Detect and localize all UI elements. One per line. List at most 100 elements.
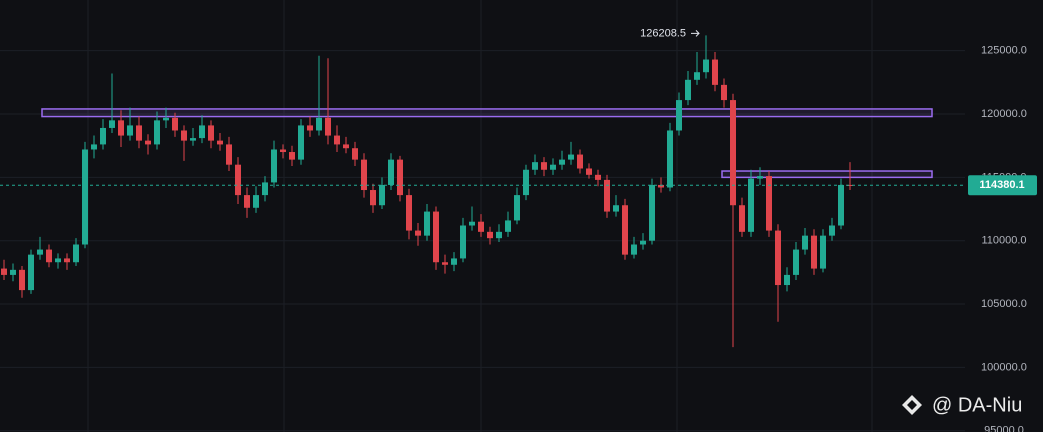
candle-body — [352, 148, 358, 160]
candle-body — [172, 117, 178, 131]
candle-body — [550, 164, 556, 170]
candle-body — [451, 258, 457, 265]
y-tick-label: 95000.0 — [984, 425, 1024, 432]
candle-body — [406, 195, 412, 231]
candle-body — [712, 59, 718, 85]
watermark: @ DA-Niu — [932, 394, 1022, 416]
candle-body — [415, 230, 421, 236]
y-tick-label: 110000.0 — [981, 235, 1026, 247]
candle-body — [784, 274, 790, 286]
candle-body — [802, 235, 808, 250]
candle-body — [649, 184, 655, 241]
candle-body — [397, 159, 403, 196]
candle-body — [793, 249, 799, 275]
candle-body — [163, 117, 169, 121]
candle-body — [604, 179, 610, 212]
annotation-arrow — [691, 30, 700, 37]
last-price-label: 114380.1 — [979, 179, 1024, 191]
candle-body — [577, 154, 583, 169]
candle-body — [28, 254, 34, 291]
candle-body — [442, 262, 448, 265]
candle-body — [811, 235, 817, 269]
candle-body — [55, 258, 61, 263]
y-tick-label: 120000.0 — [981, 108, 1027, 120]
candle-body — [460, 225, 466, 259]
candle-body — [289, 152, 295, 160]
candle-body — [730, 100, 736, 206]
candle-body — [100, 127, 106, 145]
candle-body — [487, 231, 493, 239]
candle-body — [469, 221, 475, 226]
candle-body — [109, 120, 115, 128]
candle-body — [136, 125, 142, 141]
candle-body — [361, 159, 367, 191]
candle-body — [244, 195, 250, 208]
candle-body — [379, 184, 385, 206]
candle-body — [757, 176, 763, 179]
candle-body — [514, 195, 520, 221]
candle-body — [91, 144, 97, 150]
candle-body — [559, 159, 565, 165]
candle-body — [685, 79, 691, 101]
y-tick-label: 100000.0 — [981, 361, 1027, 373]
candle-body — [847, 184, 853, 186]
candle-body — [676, 100, 682, 131]
candle-body — [154, 120, 160, 145]
candle-body — [613, 205, 619, 212]
candle-body — [424, 211, 430, 236]
candle-body — [370, 190, 376, 206]
candle-body — [73, 244, 79, 263]
candle-body — [118, 120, 124, 136]
candle-body — [640, 240, 646, 245]
candle-body — [325, 117, 331, 136]
candle-body — [181, 130, 187, 141]
y-tick-label: 105000.0 — [981, 298, 1027, 310]
candle-body — [82, 149, 88, 245]
candle-body — [1, 268, 7, 275]
candle-body — [199, 125, 205, 139]
candle-body — [37, 249, 43, 255]
candle-body — [19, 269, 25, 291]
candle-body — [271, 149, 277, 183]
candle-body — [523, 169, 529, 196]
candle-body — [478, 221, 484, 232]
candle-body — [586, 168, 592, 175]
last-price-tag — [968, 175, 1037, 196]
candle-body — [262, 182, 268, 196]
candle-body — [505, 220, 511, 232]
candle-body — [739, 205, 745, 232]
zone — [41, 108, 933, 118]
candle-body — [388, 159, 394, 185]
candle-body — [127, 125, 133, 136]
candle-body — [541, 162, 547, 170]
candle-body — [334, 135, 340, 145]
candle-body — [235, 164, 241, 196]
candle-body — [775, 230, 781, 286]
candle-body — [253, 195, 259, 208]
candle-body — [433, 211, 439, 263]
candle-body — [226, 144, 232, 165]
candle-body — [217, 140, 223, 145]
candle-body — [496, 231, 502, 239]
candle-body — [190, 138, 196, 141]
candle-body — [280, 149, 286, 153]
candle-body — [307, 125, 313, 131]
candle-body — [10, 269, 16, 275]
candle-body — [820, 235, 826, 269]
candle-body — [748, 178, 754, 232]
watermark-icon — [902, 395, 922, 415]
candle-body — [46, 249, 52, 263]
candle-body — [298, 125, 304, 160]
zone — [721, 170, 933, 179]
candle-body — [667, 130, 673, 188]
candle-body — [145, 140, 151, 145]
candle-body — [658, 184, 664, 188]
candle-body — [343, 144, 349, 149]
candle-body — [631, 244, 637, 255]
candle-body — [532, 162, 538, 170]
candle-body — [64, 258, 70, 263]
candle-body — [694, 72, 700, 80]
candle-body — [829, 225, 835, 236]
